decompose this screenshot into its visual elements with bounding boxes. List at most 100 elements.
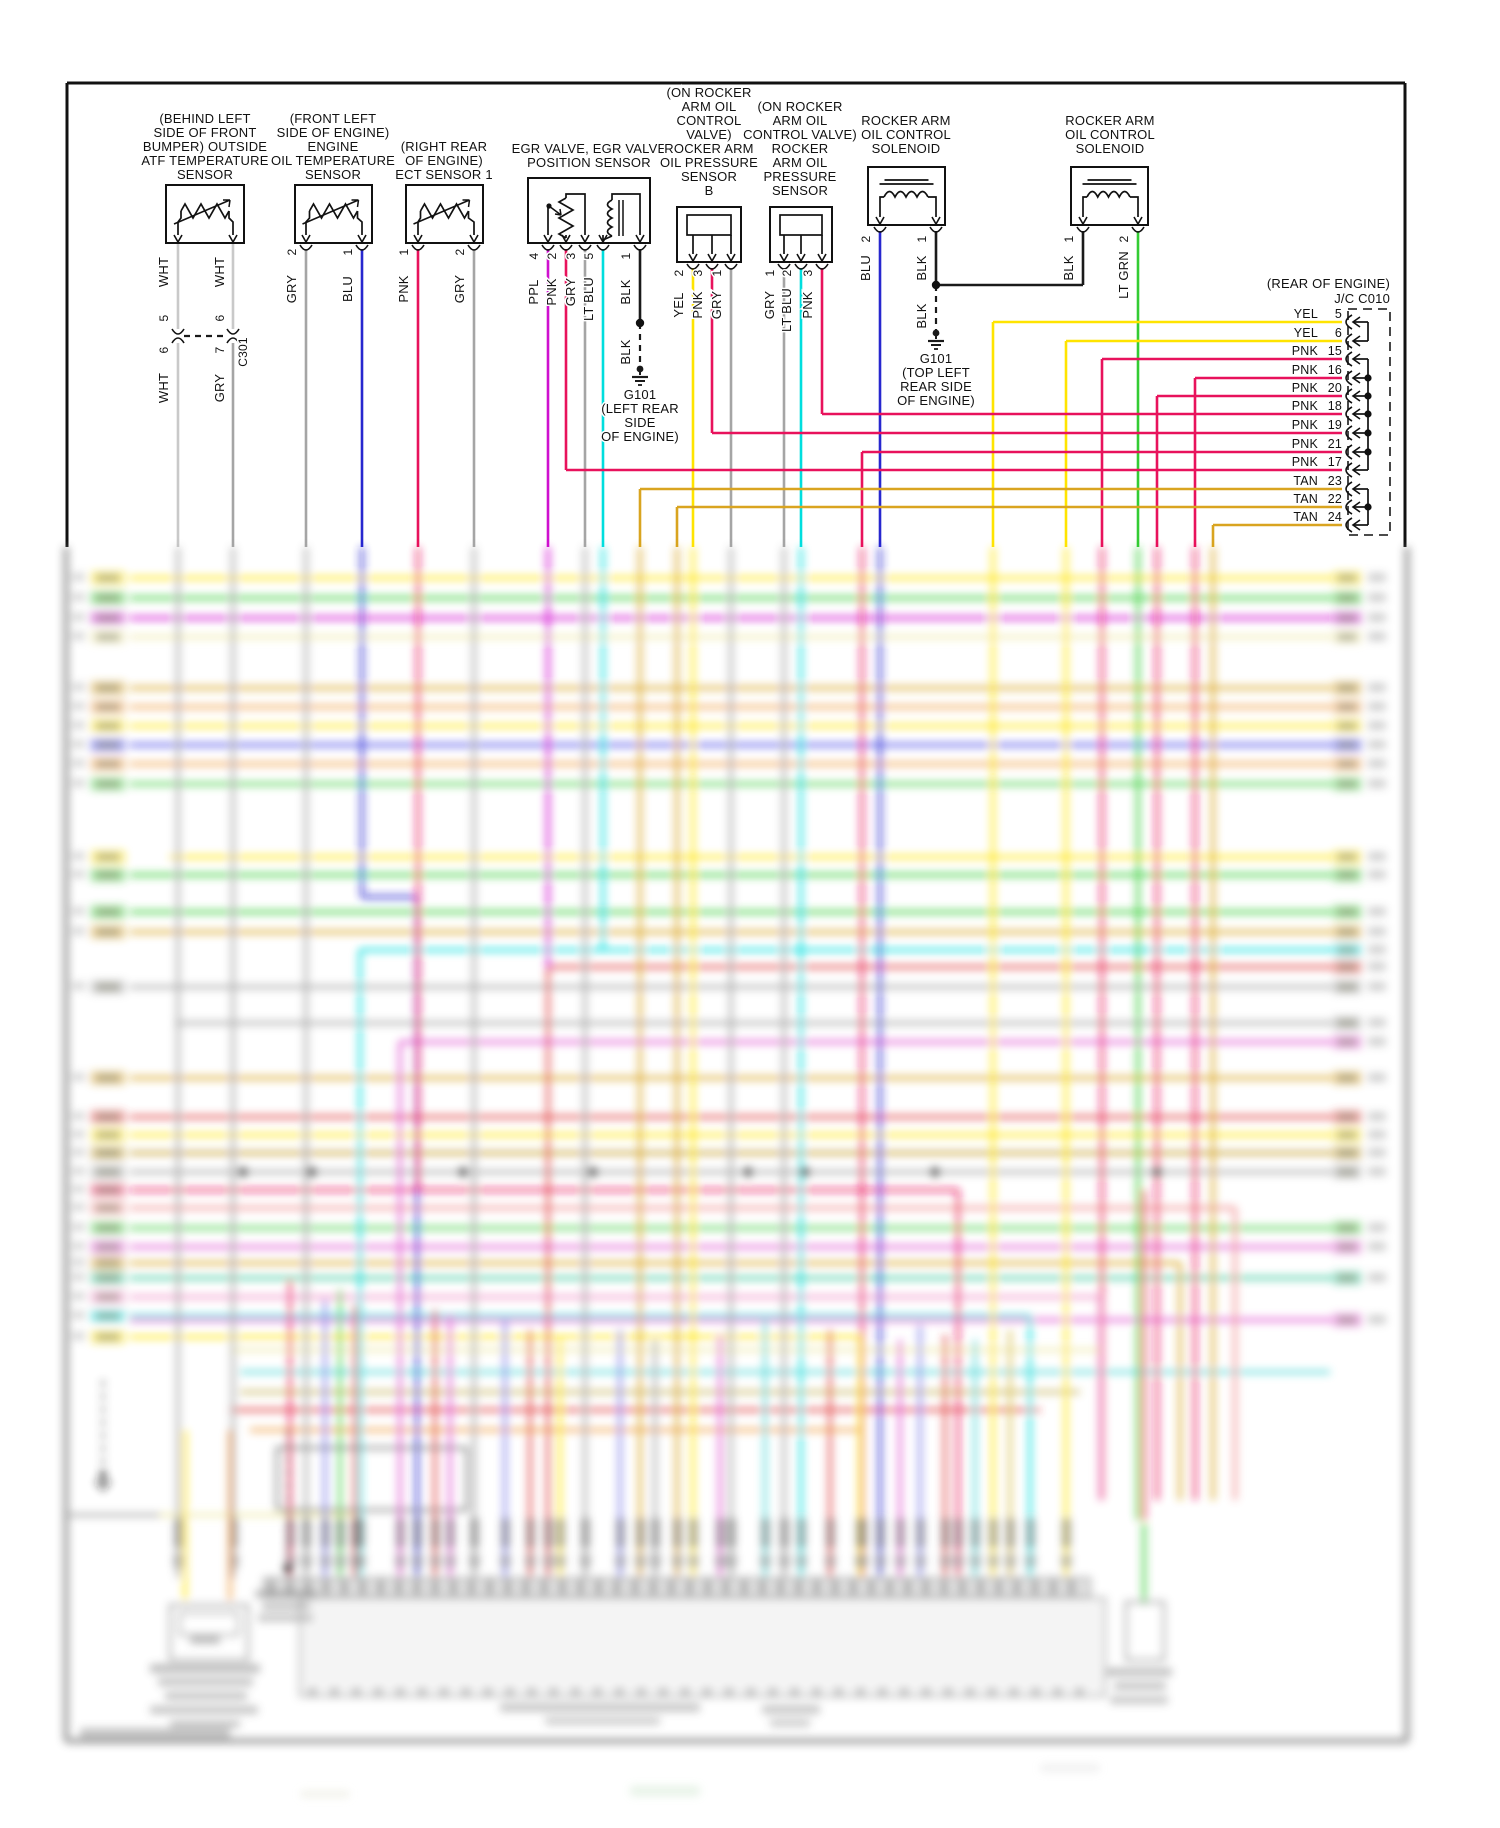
blur-label-text-smudge: [1337, 946, 1357, 954]
blur-pin-smudge: [1368, 613, 1386, 622]
blur-wire-label-smudge: [856, 1518, 865, 1548]
blur-label-text-smudge: [96, 908, 120, 916]
ecm-bottom-tick: [461, 1688, 471, 1695]
ecm-bottom-tick: [768, 1688, 778, 1695]
blur-text-smudge: [762, 1705, 820, 1714]
blur-junction-dot: [743, 1167, 753, 1177]
blur-label-text-smudge: [96, 1186, 120, 1194]
schematic-text: BLU: [340, 276, 355, 302]
pin-arrow-icon: [1133, 216, 1143, 226]
strip-pin-tick: [722, 1580, 730, 1595]
schematic-text: (REAR OF ENGINE): [1267, 276, 1390, 291]
ecm-bottom-tick: [943, 1688, 953, 1695]
schematic-text: G101: [624, 387, 657, 402]
pin-arrow-icon: [580, 234, 590, 244]
blur-pin-smudge: [72, 927, 85, 935]
connector-bracket: [873, 226, 887, 233]
blur-pin-smudge: [1368, 632, 1386, 641]
jc-row-color-label: PNK: [1292, 455, 1319, 469]
schematic-text: OF ENGINE): [601, 429, 679, 444]
pin-arrow-icon: [543, 234, 553, 244]
atf-temperature-sensor-box: [165, 184, 245, 244]
jc-row-pin-number: 21: [1328, 437, 1342, 451]
schematic-text: ROCKER: [772, 141, 829, 156]
blur-wire-label-smudge: [673, 1518, 682, 1548]
blur-pin-bracket-smudge: [953, 1554, 964, 1568]
ecm-bottom-tick: [790, 1688, 800, 1695]
blur-label-text-smudge: [96, 760, 120, 768]
blur-pin-smudge: [1368, 683, 1386, 692]
symbol-leg: [928, 196, 937, 217]
schematic-text: BLK: [1061, 255, 1076, 280]
blur-label-text-smudge: [96, 853, 120, 861]
connector-bracket: [578, 244, 592, 251]
jc-row-pin-number: 19: [1328, 418, 1342, 432]
strip-pin-tick: [813, 1580, 821, 1595]
schematic-text: 2: [859, 235, 873, 242]
ecm-bottom-tick: [614, 1688, 624, 1695]
blur-pin-smudge: [72, 779, 85, 787]
ecm-bottom-tick: [987, 1688, 997, 1695]
jc-row-pin-number: 17: [1328, 455, 1342, 469]
blur-wire-label-smudge: [716, 1518, 725, 1548]
schematic-text: G101: [920, 351, 953, 366]
pressure-sensor-icon: [779, 214, 823, 236]
blur-component-box: [275, 1446, 469, 1512]
symbol-leg: [467, 211, 475, 235]
blur-label-text-smudge: [96, 1204, 120, 1212]
schematic-text: GRY: [212, 374, 227, 403]
blur-wire-label-smudge: [431, 1518, 440, 1548]
ecm-bottom-tick: [351, 1688, 361, 1695]
blur-wire-label-smudge: [780, 1518, 789, 1548]
strip-pin-tick: [686, 1580, 694, 1595]
ecm-bottom-tick: [483, 1688, 493, 1695]
blur-pin-bracket-smudge: [988, 1554, 999, 1568]
blur-text-smudge: [500, 1703, 700, 1712]
blur-label-text-smudge: [96, 633, 120, 641]
schematic-text: PNK: [800, 291, 815, 318]
ecm-bottom-tick: [527, 1688, 537, 1695]
blur-pin-bracket-smudge: [173, 1554, 184, 1568]
engine-oil-temperature-sensor-box: [294, 184, 373, 244]
blur-pin-smudge: [1368, 907, 1386, 916]
ecm-module-box: [298, 1596, 1107, 1698]
connector-bracket: [171, 337, 185, 344]
blur-pin-smudge: [72, 1311, 85, 1319]
ect-sensor-1-box: [405, 184, 484, 244]
blur-label-text-smudge: [96, 614, 120, 622]
connector-bracket: [1345, 388, 1353, 404]
blur-wire-label-smudge: [302, 1518, 311, 1548]
schematic-text: (TOP LEFT: [902, 365, 970, 380]
pin-arrow-icon: [688, 253, 698, 263]
blur-pin-smudge: [1368, 593, 1386, 602]
jc-row-pin-number: 20: [1328, 381, 1342, 395]
ecm-bottom-tick: [724, 1688, 734, 1695]
blur-pin-smudge: [1368, 1130, 1386, 1139]
blur-label-text-smudge: [1337, 1274, 1357, 1282]
schematic-text: LT BLU: [779, 288, 794, 332]
blur-pin-smudge: [1368, 1112, 1386, 1121]
ecm-bottom-tick: [592, 1688, 602, 1695]
blur-label-text-smudge: [1337, 1168, 1357, 1176]
ecm-bottom-tick: [1075, 1688, 1085, 1695]
pin-arrow-icon: [779, 253, 789, 263]
schematic-text: WHT: [156, 373, 171, 403]
connector-bracket: [1345, 499, 1353, 515]
blur-pin-bracket-smudge: [796, 1554, 807, 1568]
blur-pin-smudge: [72, 1223, 85, 1231]
jc-row-color-label: PNK: [1292, 363, 1319, 377]
blur-label-text-smudge: [1337, 741, 1357, 749]
blur-wire-label-smudge: [916, 1518, 925, 1548]
blur-wire-label-smudge: [351, 1518, 360, 1548]
blur-pin-bracket-smudge: [688, 1554, 699, 1568]
pin-arrow-icon: [707, 253, 717, 263]
blur-pin-bracket-smudge: [395, 1554, 406, 1568]
blur-text-smudge: [150, 1706, 258, 1714]
blur-wire-label-smudge: [689, 1518, 698, 1548]
blur-wire-label-smudge: [989, 1518, 998, 1548]
blur-pin-bracket-smudge: [855, 1554, 866, 1568]
ecm-bottom-tick: [571, 1688, 580, 1695]
strip-pin-tick: [431, 1580, 439, 1595]
jc-row-color-label: PNK: [1292, 399, 1319, 413]
